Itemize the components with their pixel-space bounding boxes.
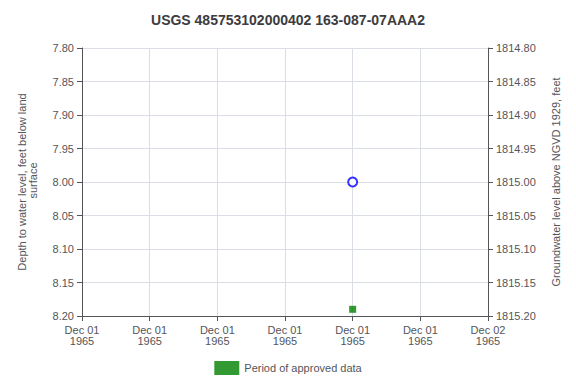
svg-text:1815.00: 1815.00 (496, 176, 536, 188)
svg-text:Dec 01: Dec 01 (267, 323, 303, 336)
svg-text:1815.15: 1815.15 (496, 277, 536, 289)
svg-text:1814.95: 1814.95 (496, 143, 536, 155)
svg-text:1965: 1965 (476, 335, 500, 347)
svg-text:Dec 01: Dec 01 (335, 323, 371, 336)
svg-text:Dec 01: Dec 01 (64, 323, 100, 336)
svg-text:7.80: 7.80 (53, 42, 74, 54)
svg-text:1965: 1965 (205, 335, 229, 347)
svg-text:1965: 1965 (340, 335, 364, 347)
svg-text:7.95: 7.95 (53, 143, 74, 155)
svg-text:1815.05: 1815.05 (496, 210, 536, 222)
svg-text:Dec 01: Dec 01 (132, 323, 168, 336)
svg-text:1814.90: 1814.90 (496, 109, 536, 121)
svg-text:1814.85: 1814.85 (496, 76, 536, 88)
svg-text:Period of approved data: Period of approved data (244, 362, 362, 374)
svg-text:8.15: 8.15 (53, 277, 74, 289)
svg-text:8.10: 8.10 (53, 243, 74, 255)
svg-text:1965: 1965 (137, 335, 161, 347)
svg-text:surface: surface (27, 162, 39, 201)
svg-text:Dec 01: Dec 01 (402, 323, 438, 336)
svg-text:Dec 01: Dec 01 (199, 323, 235, 336)
svg-text:1965: 1965 (408, 335, 432, 347)
svg-text:8.00: 8.00 (53, 176, 74, 188)
svg-text:8.05: 8.05 (53, 210, 74, 222)
svg-text:8.20: 8.20 (53, 310, 74, 322)
svg-text:1815.20: 1815.20 (496, 310, 536, 322)
svg-text:7.90: 7.90 (53, 109, 74, 121)
svg-text:1814.80: 1814.80 (496, 42, 536, 54)
svg-text:1965: 1965 (273, 335, 297, 347)
svg-text:7.85: 7.85 (53, 76, 74, 88)
svg-text:1815.10: 1815.10 (496, 243, 536, 255)
svg-text:USGS 485753102000402 163-087-0: USGS 485753102000402 163-087-07AAA2 (151, 12, 425, 28)
svg-text:Groundwater level above NGVD 1: Groundwater level above NGVD 1929, feet (550, 77, 562, 286)
svg-text:Dec 02: Dec 02 (470, 323, 506, 336)
svg-text:1965: 1965 (70, 335, 94, 347)
svg-text:Depth to water level, feet bel: Depth to water level, feet below land (15, 93, 28, 271)
